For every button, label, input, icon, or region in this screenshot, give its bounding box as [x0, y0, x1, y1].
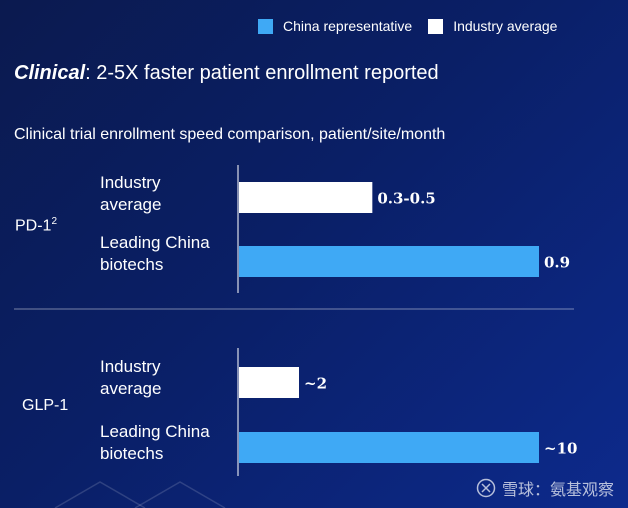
bar: [239, 367, 299, 398]
group-label-glp1: GLP-1: [22, 397, 69, 414]
category-label-pd1-china: Leading China biotechs: [100, 232, 250, 276]
category-label-pd1-industry: Industry average: [100, 172, 250, 216]
watermark: 雪球：氨基观察: [476, 476, 614, 500]
category-label-line: Industry: [100, 173, 161, 192]
chart-subtitle: Clinical trial enrollment speed comparis…: [14, 126, 446, 143]
bar: [239, 246, 539, 277]
category-label-line: Industry: [100, 357, 161, 376]
legend-item-china: China representative: [258, 18, 412, 34]
data-label: ~10: [544, 440, 577, 458]
bar: [239, 182, 373, 213]
watermark-text: 雪球：氨基观察: [501, 482, 614, 499]
legend-swatch-china: [258, 18, 273, 34]
snowball-logo-icon: [476, 478, 496, 498]
category-label-line: Leading China: [100, 422, 210, 441]
data-label: ~2: [304, 375, 327, 393]
category-label-line: average: [100, 379, 162, 398]
legend-label-china: China representative: [283, 18, 413, 34]
legend: China representative Industry average: [258, 18, 573, 34]
category-label-glp1-industry: Industry average: [100, 356, 250, 400]
category-label-line: average: [100, 195, 162, 214]
category-label-line: biotechs: [100, 255, 164, 274]
page-title: Clinical: 2-5X faster patient enrollment…: [14, 62, 439, 85]
category-label-glp1-china: Leading China biotechs: [100, 421, 250, 465]
bar: [239, 432, 539, 463]
data-label: 0.3-0.5: [377, 190, 435, 208]
data-label: 0.9: [544, 254, 570, 272]
legend-label-industry: Industry average: [453, 18, 558, 34]
group-label-pd1: PD-12: [15, 216, 57, 235]
category-label-line: Leading China: [100, 233, 210, 252]
category-label-line: biotechs: [100, 444, 164, 463]
legend-swatch-industry: [428, 18, 444, 34]
group-label-pd1-text: PD-1: [15, 217, 52, 235]
page-title-emphasis: Clinical: [14, 62, 86, 84]
page-title-rest: : 2-5X faster patient enrollment reporte…: [85, 62, 439, 84]
legend-item-industry: Industry average: [428, 18, 557, 34]
group-label-pd1-superscript: 2: [51, 216, 58, 227]
